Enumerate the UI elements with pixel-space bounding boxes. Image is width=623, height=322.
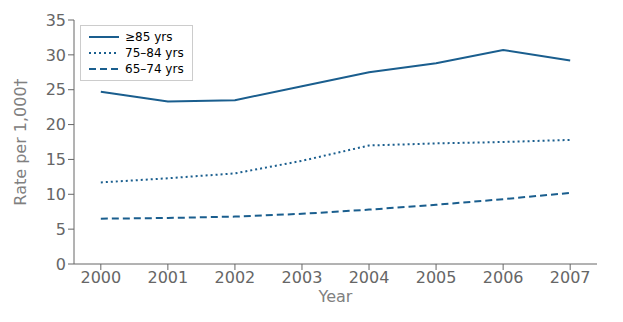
svg-text:2001: 2001 [148,268,189,287]
svg-text:2004: 2004 [349,268,390,287]
svg-text:20: 20 [46,115,66,134]
html-text:65–74 yrs: 65–74 yrs [125,62,184,76]
svg-text:25: 25 [46,80,66,99]
svg-text:5: 5 [56,220,66,239]
svg-text:Year: Year [318,287,353,306]
svg-text:2003: 2003 [282,268,323,287]
svg-text:2007: 2007 [550,268,591,287]
html-text:75–84 yrs: 75–84 yrs [125,46,184,60]
svg-text:0: 0 [56,255,66,274]
svg-text:35: 35 [46,11,66,30]
svg-text:2006: 2006 [483,268,524,287]
svg-text:15: 15 [46,150,66,169]
svg-text:Rate per 1,000†: Rate per 1,000† [11,78,30,205]
svg-text:30: 30 [46,46,66,65]
svg-text:2000: 2000 [80,268,121,287]
svg-text:2002: 2002 [215,268,256,287]
svg-text:2005: 2005 [416,268,457,287]
svg-text:10: 10 [46,185,66,204]
html-text:≥85 yrs: ≥85 yrs [125,30,173,44]
